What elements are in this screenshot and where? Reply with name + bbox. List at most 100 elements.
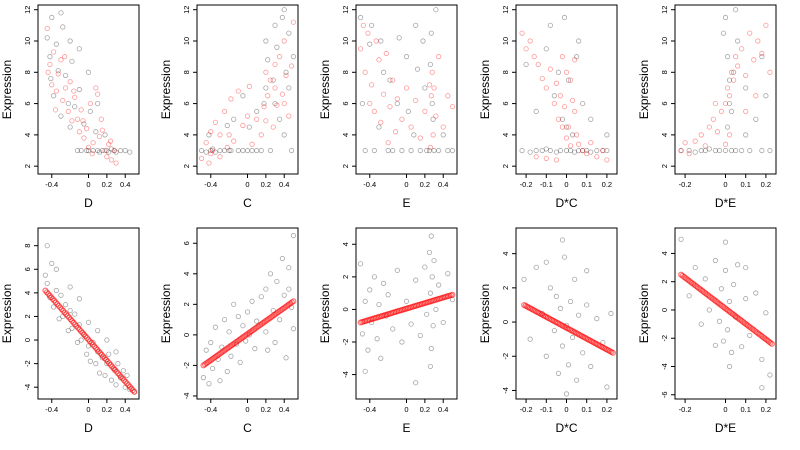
x-tick-label: 0.2 [261,180,271,189]
data-point [527,149,533,155]
y-tick-label: 0 [23,338,32,342]
x-tick-label: 0 [245,405,249,414]
data-point [113,160,119,166]
data-point [224,368,230,375]
data-point [60,24,66,30]
data-point [99,127,105,133]
data-point [58,292,64,298]
data-point [712,100,719,107]
data-point [567,147,574,154]
y-tick-label: 10 [660,37,669,45]
data-point [240,147,246,154]
data-point [85,147,92,154]
data-point [254,318,260,324]
data-point [692,264,698,271]
data-point [682,140,688,146]
data-point [759,50,765,57]
y-tick-label: 2 [341,275,350,279]
data-point [555,69,562,75]
data-point [277,317,283,323]
y-tick-label: 2 [660,280,669,284]
data-point [533,264,539,270]
data-point [408,124,414,130]
data-point [55,68,61,74]
data-point [87,108,93,115]
data-point [235,147,241,154]
data-point [277,116,283,122]
data-point [62,302,69,308]
data-point [399,147,405,154]
data-point [559,343,566,349]
data-point [281,38,287,44]
data-point [763,93,769,99]
data-point [267,271,274,277]
data-point [107,138,114,144]
data-point [221,108,228,115]
data-point [588,140,594,146]
x-tick-label: 0.2 [102,180,112,189]
data-point [71,88,77,94]
data-point [565,362,572,368]
x-tick-label: -0.4 [363,180,376,189]
data-point [584,302,590,308]
y-tick-label: 0 [341,307,350,311]
data-point [392,129,399,135]
data-point [267,147,274,154]
y-tick-label: 6 [341,101,350,105]
fit-point [768,340,775,347]
data-point [385,292,391,298]
data-point [217,378,223,384]
y-tick-label: 6 [23,101,32,105]
y-tick-label: 2 [341,164,350,168]
data-point [604,157,610,163]
y-axis-title: Expression [637,284,651,343]
panel-3: 2 4 6 8 10 12 -0.4 0 0.2 0.4 E Expression [318,4,458,210]
data-point [267,77,274,83]
data-point [547,66,553,72]
data-point [286,265,292,271]
data-point [263,329,269,335]
plot-frame [355,4,458,175]
y-tick-label: 2 [501,286,510,290]
data-point [569,334,576,341]
data-point [403,298,410,304]
data-point [76,46,82,52]
data-point [430,116,436,122]
data-point [417,147,423,154]
data-point [561,104,568,110]
data-point [576,147,582,154]
data-point [228,96,234,102]
data-point [726,100,733,107]
data-point [722,239,729,245]
data-point [747,147,753,154]
data-point [290,54,297,60]
data-point [569,132,576,138]
data-point [427,61,433,68]
data-point [399,116,405,122]
data-point [422,108,428,115]
data-point [724,85,731,91]
data-point [95,147,101,154]
data-point [428,30,434,36]
data-point [767,147,773,154]
data-point [60,97,66,104]
data-point [122,147,128,154]
data-point [726,298,733,305]
data-point [531,54,537,60]
data-point [728,147,735,154]
data-point [53,287,59,294]
data-point [743,132,749,138]
data-point [405,108,411,115]
data-point [553,80,560,86]
data-point [718,108,725,115]
data-point [428,93,434,99]
data-point [67,284,73,290]
y-tick-label: 0 [501,320,510,324]
data-point [65,327,71,334]
data-point [573,54,580,60]
data-point [44,243,50,249]
data-point [436,282,442,288]
data-point [198,147,205,154]
data-point [65,100,71,107]
data-point [261,100,267,107]
